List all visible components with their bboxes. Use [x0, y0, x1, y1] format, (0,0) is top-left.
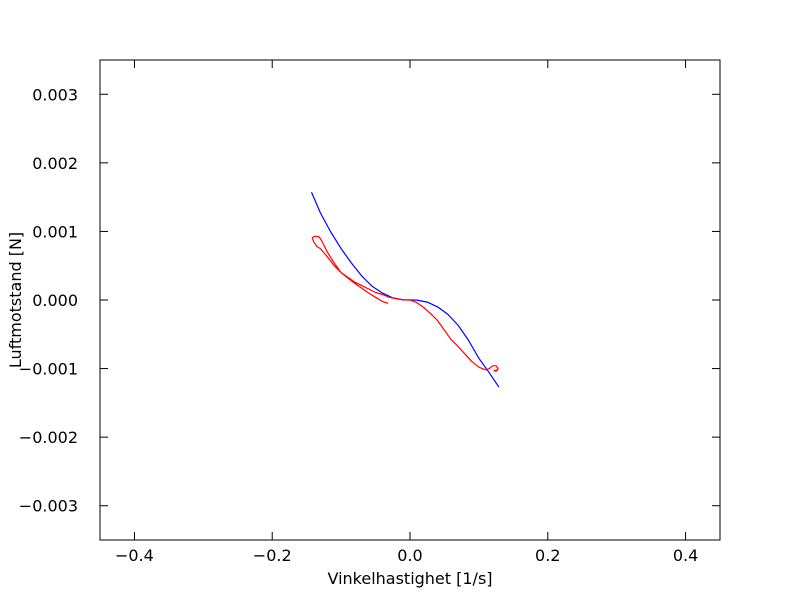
x-tick-label: 0.0 [397, 546, 422, 565]
y-axis-label: Luftmotstand [N] [6, 232, 25, 368]
x-tick-label: 0.4 [673, 546, 698, 565]
y-tick-label: −0.001 [19, 360, 78, 379]
series-line-2 [311, 235, 499, 372]
x-tick-label: 0.2 [535, 546, 560, 565]
x-tick-label: −0.2 [253, 546, 292, 565]
y-tick-label: −0.003 [19, 497, 78, 516]
plot-area-frame [99, 59, 721, 541]
y-tick-label: 0.000 [32, 291, 78, 310]
x-axis-label: Vinkelhastighet [1/s] [327, 569, 492, 588]
ticks-layer: −0.4 −0.2 0.0 0.2 0.4 0.003 0.002 0.001 0.000 −0.… [19, 60, 720, 565]
y-tick-label: −0.002 [19, 428, 78, 447]
y-tick-label: 0.002 [32, 154, 78, 173]
y-tick-label: 0.003 [32, 85, 78, 104]
series-layer [310, 192, 500, 388]
y-tick-label: 0.001 [32, 222, 78, 241]
x-tick-label: −0.4 [115, 546, 154, 565]
